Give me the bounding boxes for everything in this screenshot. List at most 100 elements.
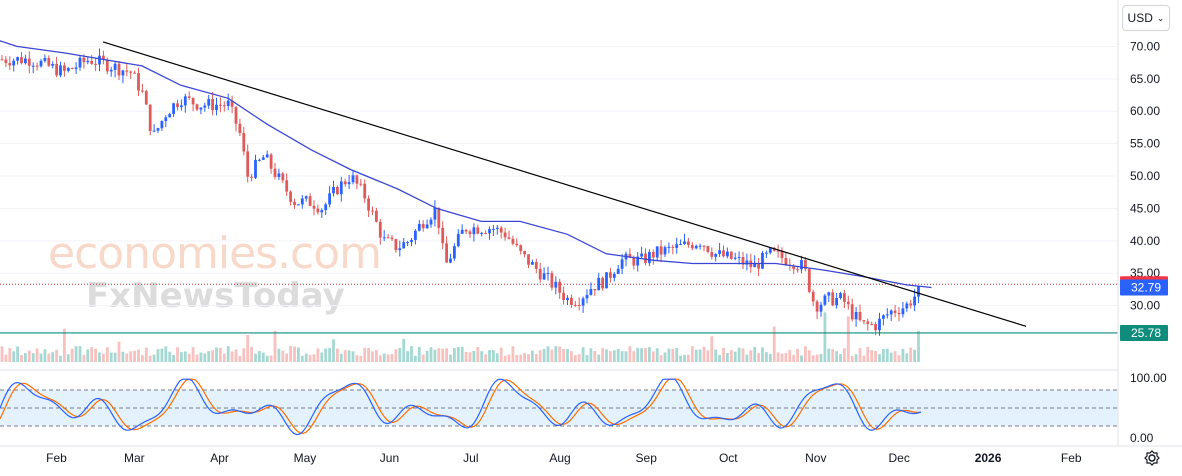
volume-bar bbox=[351, 351, 355, 362]
candle-body bbox=[339, 181, 343, 195]
candle-body bbox=[172, 103, 175, 114]
volume-bar bbox=[339, 353, 343, 362]
candle-body bbox=[854, 311, 858, 320]
candle-body bbox=[706, 246, 710, 253]
candle-body bbox=[690, 244, 694, 249]
candle-body bbox=[726, 251, 729, 257]
volume-bar bbox=[503, 355, 507, 362]
volume-bar bbox=[222, 353, 226, 362]
volume-bar bbox=[156, 349, 160, 362]
volume-bar bbox=[694, 349, 698, 362]
candle-body bbox=[737, 256, 741, 258]
volume-bar bbox=[63, 328, 66, 362]
candle-body bbox=[862, 320, 866, 322]
candle-body bbox=[831, 292, 835, 306]
volume-bar bbox=[733, 351, 737, 362]
price-label-bg bbox=[1120, 279, 1168, 296]
volume-bar bbox=[745, 354, 749, 362]
candle-body bbox=[230, 100, 234, 107]
candle-body bbox=[332, 186, 335, 194]
candle-body bbox=[554, 281, 558, 288]
volume-bars bbox=[0, 312, 920, 362]
volume-bar bbox=[823, 312, 827, 362]
y-tick-label: 70.00 bbox=[1130, 39, 1160, 53]
candle-body bbox=[846, 301, 850, 305]
volume-bar bbox=[320, 352, 324, 362]
candle-body bbox=[203, 105, 207, 108]
candle-body bbox=[449, 258, 452, 263]
volume-bar bbox=[215, 347, 218, 362]
volume-bar bbox=[616, 348, 620, 362]
candle-body bbox=[168, 113, 172, 118]
volume-bar bbox=[133, 350, 136, 362]
candle-body bbox=[632, 257, 636, 266]
candle-body bbox=[577, 304, 581, 306]
candle-body bbox=[882, 315, 885, 319]
volume-bar bbox=[640, 348, 643, 362]
candle-body bbox=[687, 241, 690, 245]
candle-body bbox=[460, 229, 464, 234]
candle-body bbox=[390, 237, 394, 240]
gear-icon[interactable] bbox=[1143, 449, 1161, 467]
volume-bar bbox=[885, 348, 889, 362]
candle-body bbox=[375, 210, 378, 222]
x-tick-label: 2026 bbox=[975, 451, 1002, 465]
volume-bar bbox=[913, 349, 916, 362]
stoch-d-line bbox=[0, 378, 922, 435]
volume-bar bbox=[35, 348, 39, 362]
y-tick-label: 50.00 bbox=[1130, 169, 1160, 183]
volume-bar bbox=[367, 347, 370, 362]
candle-body bbox=[878, 318, 881, 331]
candle-body bbox=[874, 324, 877, 331]
volume-bar bbox=[796, 348, 799, 362]
y-tick-label: 40.00 bbox=[1130, 234, 1160, 248]
volume-bar bbox=[581, 347, 585, 362]
volume-bar bbox=[488, 350, 491, 362]
volume-bar bbox=[905, 353, 909, 362]
candle-body bbox=[609, 272, 612, 278]
candle-body bbox=[671, 246, 675, 248]
stochastic-pane bbox=[0, 378, 1118, 436]
x-tick-label: Sep bbox=[636, 451, 658, 465]
volume-bar bbox=[878, 354, 881, 362]
volume-bar bbox=[554, 346, 558, 362]
volume-bar bbox=[78, 346, 82, 362]
volume-bar bbox=[710, 336, 714, 362]
volume-bar bbox=[445, 348, 448, 362]
candle-body bbox=[823, 295, 827, 305]
volume-bar bbox=[874, 351, 877, 362]
candle-body bbox=[858, 311, 862, 321]
candle-body bbox=[261, 157, 265, 160]
volume-bar bbox=[761, 347, 764, 362]
volume-bar bbox=[394, 349, 398, 362]
volume-bar bbox=[714, 349, 718, 362]
candle-body bbox=[885, 314, 889, 316]
volume-bar bbox=[515, 354, 519, 362]
candle-body bbox=[312, 205, 316, 209]
candle-body bbox=[35, 65, 39, 67]
volume-bar bbox=[31, 353, 35, 362]
candle-body bbox=[733, 257, 737, 259]
currency-selector[interactable]: USD ⌄ bbox=[1122, 5, 1170, 31]
candle-body bbox=[285, 180, 289, 192]
volume-bar bbox=[16, 346, 19, 362]
trendline-group[interactable] bbox=[102, 41, 1027, 327]
candle-body bbox=[109, 69, 113, 72]
volume-bar bbox=[324, 348, 328, 362]
volume-bar bbox=[570, 351, 573, 362]
candle-body bbox=[293, 201, 296, 205]
candle-body bbox=[406, 242, 409, 244]
candle-body bbox=[605, 272, 608, 289]
volume-bar bbox=[242, 348, 246, 362]
candle-body bbox=[250, 176, 253, 178]
candle-body bbox=[281, 173, 285, 181]
volume-bar bbox=[293, 346, 296, 362]
volume-bar bbox=[846, 316, 850, 362]
volume-bar bbox=[343, 350, 347, 362]
volume-bar bbox=[667, 348, 671, 362]
volume-bar bbox=[102, 353, 105, 362]
volume-bar bbox=[648, 347, 651, 362]
candle-body bbox=[63, 65, 66, 71]
candle-body bbox=[488, 229, 491, 234]
